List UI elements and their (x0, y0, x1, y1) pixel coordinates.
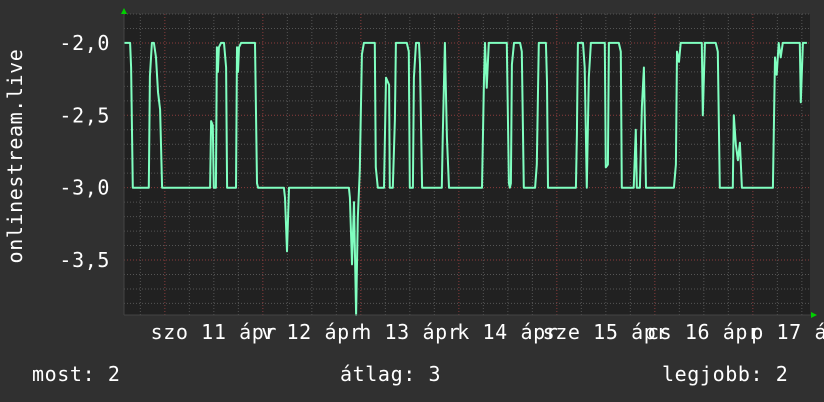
x-tick-label: cs 16 ápr (647, 320, 761, 344)
series-layer (124, 41, 807, 316)
x-axis-arrow-icon (811, 312, 817, 318)
x-tick-label: h 13 ápr (359, 320, 460, 344)
y-tick-label: -3,0 (59, 176, 110, 200)
y-tick-label: -2,5 (59, 103, 110, 127)
x-tick-label: sze 15 ápr (543, 320, 669, 344)
legend-best: legjobb: 2 (662, 362, 789, 386)
y-tick-label: -2,0 (59, 31, 110, 55)
y-axis-label: onlinestream.live (3, 49, 27, 264)
y-axis-arrow-icon (121, 8, 127, 14)
x-tick-label: k 14 ápr (457, 320, 558, 344)
legend-average: átlag: 3 (340, 362, 442, 386)
axes (121, 8, 817, 318)
series-line (124, 41, 807, 316)
x-tick-label: v 12 ápr (261, 320, 362, 344)
y-tick-label: -3,5 (59, 248, 110, 272)
x-tick-label: szo 11 ápr (151, 320, 277, 344)
x-tick-label: p 17 ápr (751, 320, 824, 344)
legend-current: most: 2 (32, 362, 121, 386)
